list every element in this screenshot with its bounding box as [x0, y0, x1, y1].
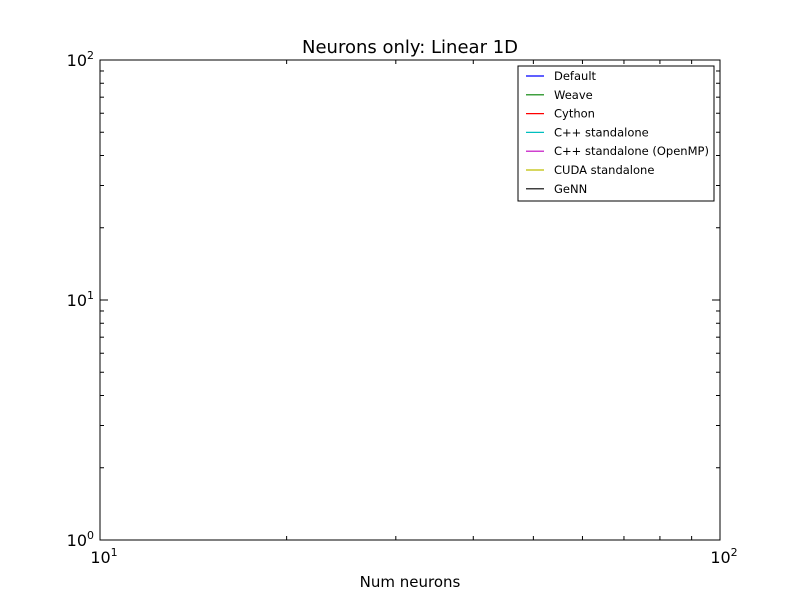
y-tick-label: 102	[67, 49, 94, 70]
y-tick-label: 100	[67, 529, 94, 550]
legend-label: C++ standalone (OpenMP)	[554, 144, 709, 158]
legend-label: C++ standalone	[554, 125, 649, 139]
legend: Default Weave Cython C++ standalone C++ stan…	[517, 65, 715, 202]
legend-label: CUDA standalone	[554, 163, 654, 177]
y-tick-label: 101	[67, 289, 94, 310]
x-axis-label: Num neurons	[360, 573, 461, 591]
legend-label: Cython	[554, 107, 595, 121]
plot-frame	[99, 59, 721, 541]
x-tick-label: 102	[710, 546, 737, 567]
legend-label: Default	[554, 69, 597, 83]
legend-label: Weave	[554, 88, 593, 102]
legend-label: GeNN	[554, 182, 587, 196]
chart-title: Neurons only: Linear 1D	[302, 37, 518, 58]
x-tick-label: 101	[90, 546, 117, 567]
legend-box	[517, 65, 715, 202]
